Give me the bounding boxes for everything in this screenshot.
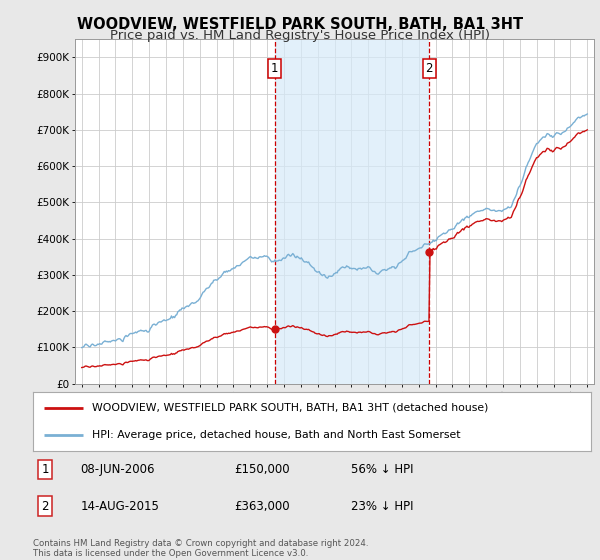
Text: HPI: Average price, detached house, Bath and North East Somerset: HPI: Average price, detached house, Bath… bbox=[92, 430, 460, 440]
Text: 2: 2 bbox=[41, 500, 49, 512]
Text: Contains HM Land Registry data © Crown copyright and database right 2024.
This d: Contains HM Land Registry data © Crown c… bbox=[33, 539, 368, 558]
Text: 2: 2 bbox=[425, 62, 433, 75]
Text: £363,000: £363,000 bbox=[234, 500, 290, 512]
Bar bbox=[275, 39, 429, 384]
Text: Price paid vs. HM Land Registry's House Price Index (HPI): Price paid vs. HM Land Registry's House … bbox=[110, 29, 490, 42]
Text: 1: 1 bbox=[271, 62, 278, 75]
Text: 08-JUN-2006: 08-JUN-2006 bbox=[80, 463, 155, 476]
Text: £150,000: £150,000 bbox=[234, 463, 290, 476]
Text: WOODVIEW, WESTFIELD PARK SOUTH, BATH, BA1 3HT: WOODVIEW, WESTFIELD PARK SOUTH, BATH, BA… bbox=[77, 17, 523, 32]
Text: 14-AUG-2015: 14-AUG-2015 bbox=[80, 500, 160, 512]
Text: WOODVIEW, WESTFIELD PARK SOUTH, BATH, BA1 3HT (detached house): WOODVIEW, WESTFIELD PARK SOUTH, BATH, BA… bbox=[92, 403, 488, 413]
Text: 1: 1 bbox=[41, 463, 49, 476]
Text: 23% ↓ HPI: 23% ↓ HPI bbox=[351, 500, 413, 512]
Text: 56% ↓ HPI: 56% ↓ HPI bbox=[351, 463, 413, 476]
